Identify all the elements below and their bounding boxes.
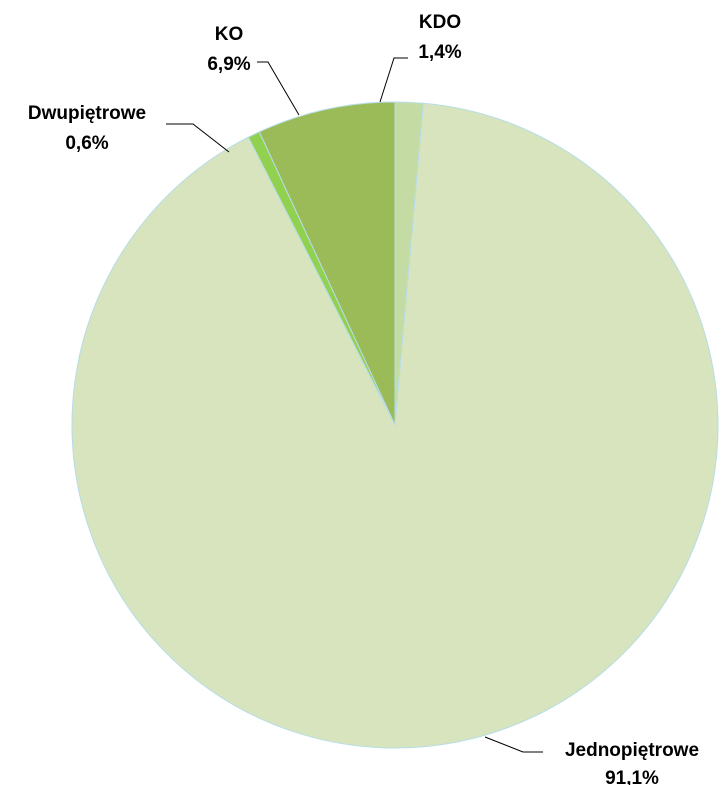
data-label-name-kdo: KDO — [419, 12, 461, 33]
leader-line-jednopietrowe — [485, 737, 543, 752]
data-label-value-ko: 6,9% — [207, 54, 250, 75]
leader-line-dwupietrowe — [166, 124, 229, 152]
data-label-name-ko: KO — [215, 24, 244, 45]
data-label-value-dwupietrowe: 0,6% — [65, 133, 108, 154]
leader-line-ko — [257, 62, 299, 115]
pie-slices — [72, 102, 718, 748]
data-label-value-jednopietrowe: 91,1% — [605, 768, 659, 785]
data-label-name-jednopietrowe: Jednopiętrowe — [565, 740, 699, 761]
leader-line-kdo — [380, 58, 408, 102]
data-label-value-kdo: 1,4% — [418, 42, 461, 63]
data-label-name-dwupietrowe: Dwupiętrowe — [28, 103, 146, 124]
